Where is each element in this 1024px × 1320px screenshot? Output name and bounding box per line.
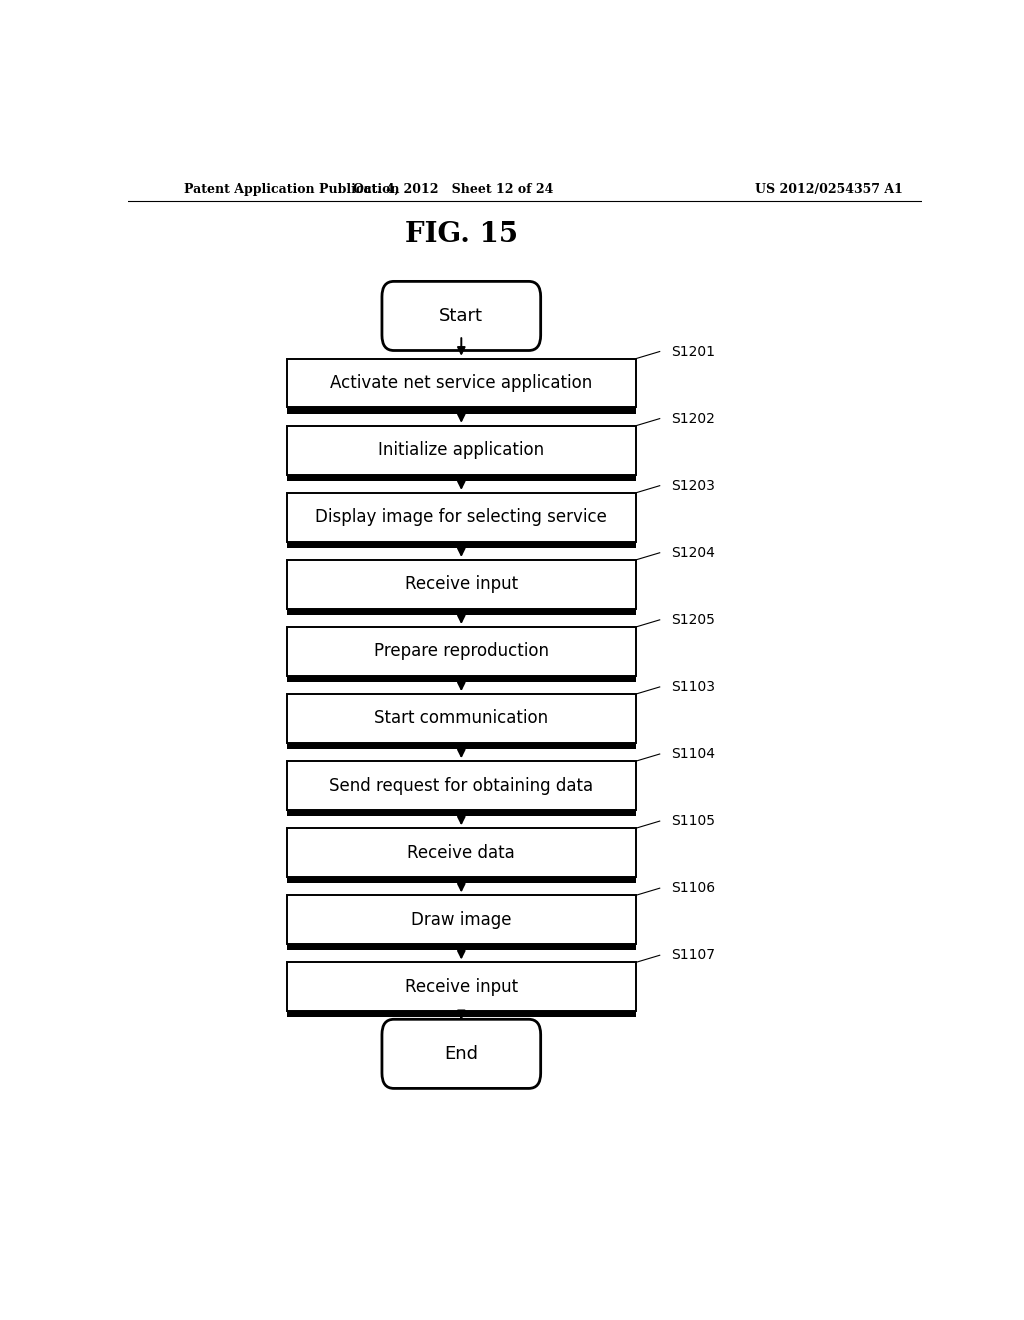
FancyBboxPatch shape	[382, 1019, 541, 1089]
Bar	[287, 426, 636, 480]
Text: S1104: S1104	[672, 747, 716, 762]
Text: Start communication: Start communication	[374, 709, 549, 727]
Text: Initialize application: Initialize application	[378, 441, 545, 459]
Bar	[287, 359, 636, 413]
Text: Prepare reproduction: Prepare reproduction	[374, 643, 549, 660]
Text: Patent Application Publication: Patent Application Publication	[183, 183, 399, 195]
Bar	[287, 627, 636, 682]
FancyBboxPatch shape	[382, 281, 541, 351]
Text: Receive input: Receive input	[404, 978, 518, 995]
Text: S1105: S1105	[672, 814, 716, 828]
Bar	[287, 895, 636, 944]
Bar	[287, 627, 636, 676]
Bar	[287, 359, 636, 408]
Bar	[287, 694, 636, 748]
Bar	[287, 828, 636, 883]
Text: S1205: S1205	[672, 612, 716, 627]
Bar	[287, 694, 636, 743]
Text: S1103: S1103	[672, 680, 716, 694]
Text: S1107: S1107	[672, 948, 716, 962]
Text: S1204: S1204	[672, 545, 716, 560]
Text: S1203: S1203	[672, 479, 716, 492]
Text: Receive input: Receive input	[404, 576, 518, 593]
Text: Oct. 4, 2012   Sheet 12 of 24: Oct. 4, 2012 Sheet 12 of 24	[353, 183, 554, 195]
Bar	[287, 492, 636, 541]
Text: Send request for obtaining data: Send request for obtaining data	[330, 776, 593, 795]
Text: Display image for selecting service: Display image for selecting service	[315, 508, 607, 527]
Text: Start: Start	[439, 308, 483, 325]
Text: Draw image: Draw image	[411, 911, 512, 929]
Text: Receive data: Receive data	[408, 843, 515, 862]
Bar	[287, 828, 636, 876]
Bar	[287, 762, 636, 810]
Text: Activate net service application: Activate net service application	[330, 374, 593, 392]
Text: FIG. 15: FIG. 15	[404, 222, 518, 248]
Bar	[287, 895, 636, 950]
Bar	[287, 762, 636, 816]
Bar	[287, 962, 636, 1018]
Bar	[287, 560, 636, 609]
Bar	[287, 426, 636, 474]
Bar	[287, 560, 636, 615]
Text: End: End	[444, 1045, 478, 1063]
Text: S1201: S1201	[672, 345, 716, 359]
Bar	[287, 492, 636, 548]
Bar	[287, 962, 636, 1011]
Text: US 2012/0254357 A1: US 2012/0254357 A1	[755, 183, 903, 195]
Text: S1202: S1202	[672, 412, 716, 425]
Text: S1106: S1106	[672, 882, 716, 895]
